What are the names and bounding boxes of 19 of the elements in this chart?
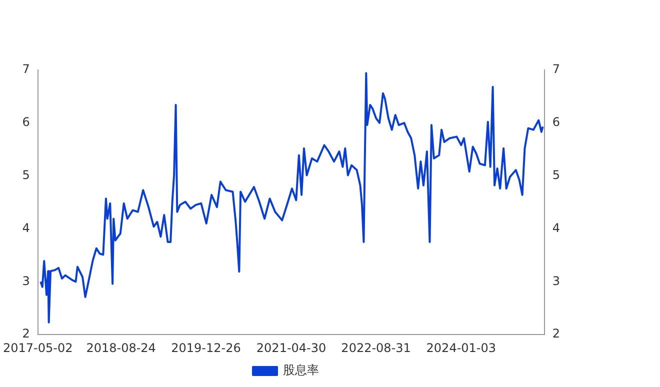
- y2-tick-label: 7: [552, 62, 560, 76]
- x-tick-label: 2018-08-24: [86, 340, 156, 355]
- y-tick-label: 5: [22, 168, 30, 182]
- y-tick-label: 6: [22, 115, 30, 130]
- y-tick-label: 2: [22, 326, 30, 341]
- y2-tick-label: 4: [552, 220, 560, 235]
- y2-tick-label: 3: [552, 274, 560, 288]
- y2-tick-label: 2: [552, 326, 560, 341]
- x-tick-label: 2022-08-31: [341, 340, 411, 355]
- y-tick-label: 7: [22, 62, 30, 76]
- x-tick-label: 2019-12-26: [171, 340, 241, 355]
- x-tick-label: 2017-05-02: [2, 340, 73, 355]
- x-tick-label: 2024-01-03: [426, 340, 496, 355]
- y2-tick-label: 6: [552, 115, 560, 130]
- y-tick-label: 4: [22, 220, 30, 235]
- legend-label: 股息率: [283, 363, 319, 378]
- y2-tick-label: 5: [552, 168, 560, 182]
- x-tick-label: 2021-04-30: [256, 340, 326, 355]
- y-tick-label: 3: [22, 274, 30, 288]
